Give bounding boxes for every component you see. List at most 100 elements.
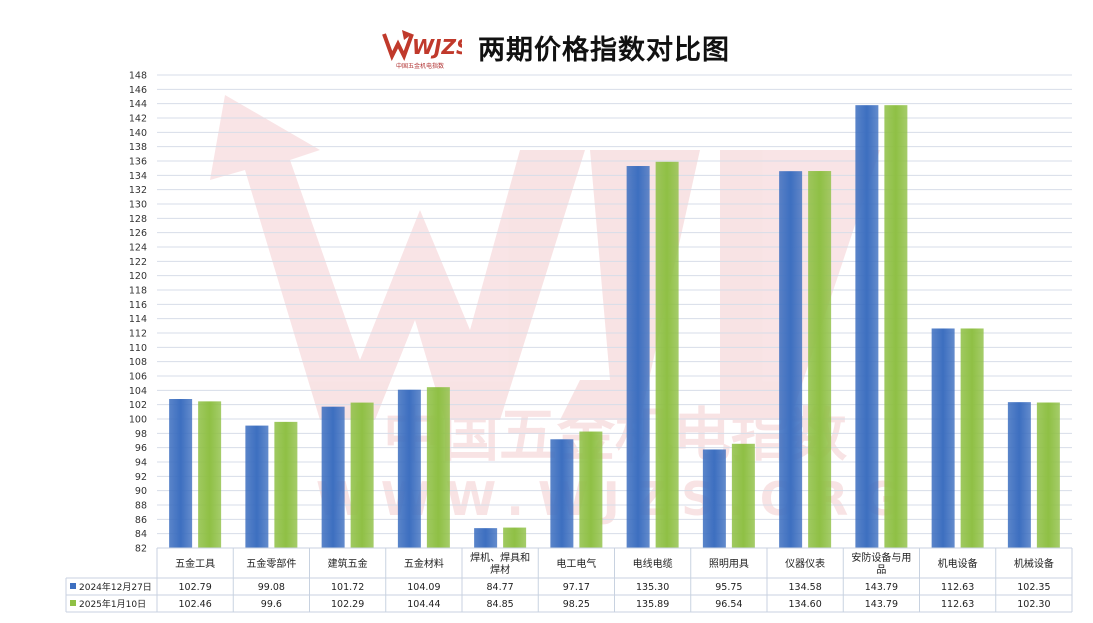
y-tick-label: 90 [135, 486, 147, 497]
y-tick-label: 136 [129, 157, 147, 168]
y-tick-label: 126 [129, 228, 147, 239]
y-tick-label: 88 [135, 501, 147, 512]
bar-0-6 [626, 166, 650, 548]
bar-0-0 [169, 399, 193, 548]
bar-0-10 [931, 328, 955, 548]
y-tick-label: 102 [129, 400, 147, 411]
bar-1-4 [503, 527, 527, 548]
y-tick-label: 148 [129, 71, 147, 82]
y-tick-label: 144 [129, 99, 147, 110]
y-tick-label: 134 [129, 171, 147, 182]
bar-0-1 [245, 425, 269, 548]
bar-1-1 [274, 421, 298, 548]
data-label: 99.6 [261, 599, 282, 610]
bar-0-5 [550, 439, 574, 548]
y-tick-label: 116 [129, 300, 147, 311]
y-tick-label: 92 [135, 472, 147, 483]
y-tick-label: 108 [129, 357, 147, 368]
data-label: 104.09 [407, 582, 440, 593]
bar-0-7 [702, 449, 726, 548]
logo-subtext: 中国五金机电指数 [396, 63, 445, 70]
y-tick-label: 120 [129, 271, 147, 282]
y-tick-label: 142 [129, 114, 147, 125]
data-label: 84.77 [487, 582, 514, 593]
data-label: 102.46 [179, 599, 212, 610]
data-label: 135.30 [636, 582, 669, 593]
data-label: 102.30 [1017, 599, 1050, 610]
y-tick-label: 110 [129, 343, 147, 354]
legend-label-0: 2024年12月27日 [79, 581, 152, 593]
bar-0-2 [321, 406, 345, 548]
category-label: 仪器仪表 [785, 557, 825, 570]
legend-label-1: 2025年1月10日 [79, 598, 146, 610]
bar-1-10 [960, 328, 984, 548]
y-tick-label: 124 [129, 243, 147, 254]
category-label: 焊机、焊具和焊材 [470, 551, 530, 576]
y-tick-label: 96 [135, 443, 147, 454]
bar-0-11 [1007, 402, 1031, 548]
data-label: 134.58 [789, 582, 822, 593]
data-label: 84.85 [487, 599, 514, 610]
y-tick-label: 100 [129, 415, 147, 426]
bar-1-5 [579, 431, 603, 548]
data-label: 112.63 [941, 599, 974, 610]
logo-text: WJZS [412, 35, 462, 59]
y-tick-label: 140 [129, 128, 147, 139]
category-label: 安防设备与用品 [851, 551, 911, 576]
bar-1-6 [655, 161, 679, 548]
legend-swatch-1 [70, 600, 76, 606]
bar-0-8 [779, 171, 803, 548]
y-tick-label: 104 [129, 386, 147, 397]
data-label: 101.72 [331, 582, 364, 593]
category-label: 电线电缆 [633, 557, 673, 570]
category-label: 机械设备 [1014, 557, 1054, 570]
data-label: 102.29 [331, 599, 364, 610]
data-label: 143.79 [865, 582, 898, 593]
chart-title: 两期价格指数对比图 [478, 35, 730, 66]
y-tick-label: 112 [129, 329, 147, 340]
data-label: 143.79 [865, 599, 898, 610]
y-tick-label: 118 [129, 286, 147, 297]
data-label: 104.44 [407, 599, 440, 610]
data-label: 99.08 [258, 582, 285, 593]
bar-1-8 [808, 171, 832, 549]
watermark-text: 中国五金机电指数 [383, 401, 847, 469]
category-label: 电工电气 [556, 557, 596, 570]
bar-0-3 [397, 389, 421, 548]
data-label: 134.60 [789, 599, 822, 610]
bar-1-0 [198, 401, 222, 548]
category-label: 照明用具 [709, 558, 749, 570]
y-tick-label: 82 [135, 544, 147, 555]
y-tick-label: 94 [135, 458, 147, 469]
y-tick-label: 122 [129, 257, 147, 268]
bar-1-9 [884, 105, 908, 549]
wjzs-logo: WJZS [382, 26, 470, 72]
category-label: 五金工具 [175, 557, 215, 570]
category-label: 五金材料 [404, 557, 444, 570]
y-tick-label: 86 [135, 515, 147, 526]
y-tick-label: 106 [129, 372, 147, 383]
bar-1-2 [350, 402, 374, 548]
bar-0-9 [855, 105, 879, 549]
bar-0-4 [474, 528, 498, 548]
bar-1-7 [731, 443, 755, 548]
bar-1-3 [426, 387, 450, 548]
legend-swatch-0 [70, 583, 76, 589]
category-label: 机电设备 [938, 557, 978, 570]
y-tick-label: 138 [129, 142, 147, 153]
data-label: 102.35 [1017, 582, 1050, 593]
data-label: 102.79 [179, 582, 212, 593]
data-label: 98.25 [563, 599, 590, 610]
y-tick-label: 146 [129, 85, 147, 96]
data-label: 112.63 [941, 582, 974, 593]
y-tick-label: 128 [129, 214, 147, 225]
data-label: 96.54 [715, 599, 742, 610]
y-tick-label: 84 [135, 529, 147, 540]
data-label: 95.75 [715, 582, 742, 593]
y-tick-label: 98 [135, 429, 147, 440]
data-label: 97.17 [563, 582, 590, 593]
watermark-arrow [210, 95, 585, 420]
y-tick-label: 114 [129, 314, 147, 325]
y-tick-label: 132 [129, 185, 147, 196]
